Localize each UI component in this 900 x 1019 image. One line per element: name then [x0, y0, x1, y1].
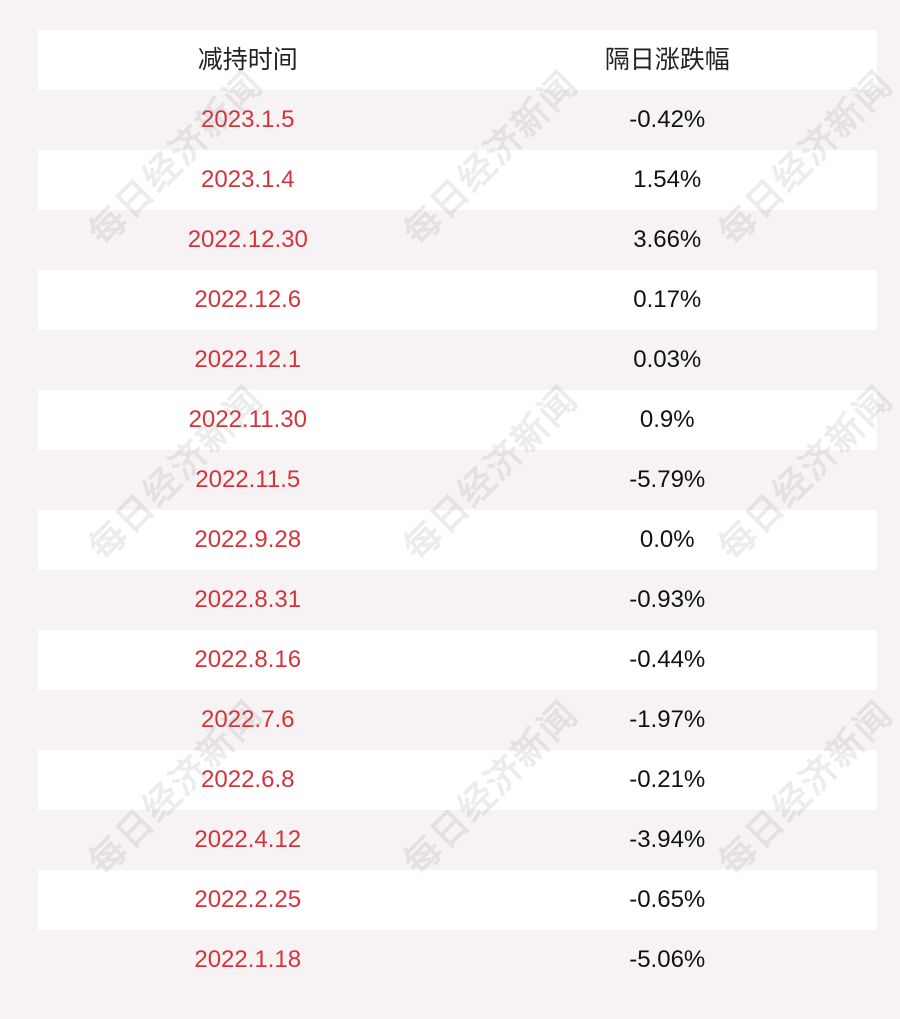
table-row: 2022.8.16 -0.44%	[38, 630, 877, 690]
table-body: 2023.1.5 -0.42% 2023.1.4 1.54% 2022.12.30 3.6…	[38, 90, 877, 990]
table-row: 2022.6.8 -0.21%	[38, 750, 877, 810]
row-date: 2022.11.30	[188, 406, 307, 433]
row-change: 3.66%	[633, 226, 702, 253]
table-row: 2022.12.30 3.66%	[38, 210, 877, 270]
row-date: 2022.1.18	[194, 946, 302, 973]
row-change: -5.06%	[629, 946, 706, 973]
row-date: 2022.12.6	[194, 286, 302, 313]
table-row: 2022.4.12 -3.94%	[38, 810, 877, 870]
row-date: 2022.7.6	[201, 706, 295, 733]
row-change: 0.0%	[639, 526, 695, 553]
data-table: 减持时间 隔日涨跌幅 2023.1.5 -0.42% 2023.1.4 1.54% 20…	[38, 30, 877, 990]
row-date: 2022.2.25	[194, 886, 302, 913]
table-row: 2022.8.31 -0.93%	[38, 570, 877, 630]
row-change: -3.94%	[629, 826, 706, 853]
row-date: 2022.8.31	[194, 586, 302, 613]
row-date: 2022.11.5	[195, 466, 301, 493]
table-row: 2022.7.6 -1.97%	[38, 690, 877, 750]
table-row: 2022.1.18 -5.06%	[38, 930, 877, 990]
row-change: 0.9%	[639, 406, 695, 433]
row-change: -5.79%	[629, 466, 706, 493]
row-date: 2022.9.28	[194, 526, 302, 553]
table-row: 2023.1.5 -0.42%	[38, 90, 877, 150]
row-date: 2022.12.1	[194, 346, 302, 373]
row-date: 2023.1.5	[201, 106, 295, 133]
table-row: 2022.9.28 0.0%	[38, 510, 877, 570]
row-change: -1.97%	[629, 706, 706, 733]
row-change: 1.54%	[633, 166, 702, 193]
table-row: 2022.12.6 0.17%	[38, 270, 877, 330]
header-date: 减持时间	[197, 46, 298, 74]
header-change: 隔日涨跌幅	[604, 46, 730, 74]
table-row: 2022.12.1 0.03%	[38, 330, 877, 390]
table-row: 2022.11.5 -5.79%	[38, 450, 877, 510]
table-row: 2023.1.4 1.54%	[38, 150, 877, 210]
row-change: -0.93%	[629, 586, 706, 613]
row-date: 2023.1.4	[201, 166, 295, 193]
row-change: -0.65%	[629, 886, 706, 913]
row-date: 2022.6.8	[201, 766, 295, 793]
table-row: 2022.11.30 0.9%	[38, 390, 877, 450]
row-date: 2022.12.30	[187, 226, 308, 253]
row-change: 0.17%	[633, 286, 702, 313]
table-header-row: 减持时间 隔日涨跌幅	[38, 30, 877, 90]
row-date: 2022.4.12	[194, 826, 302, 853]
row-change: 0.03%	[633, 346, 702, 373]
row-date: 2022.8.16	[194, 646, 302, 673]
row-change: -0.42%	[629, 106, 706, 133]
row-change: -0.44%	[629, 646, 706, 673]
table-row: 2022.2.25 -0.65%	[38, 870, 877, 930]
row-change: -0.21%	[629, 766, 706, 793]
